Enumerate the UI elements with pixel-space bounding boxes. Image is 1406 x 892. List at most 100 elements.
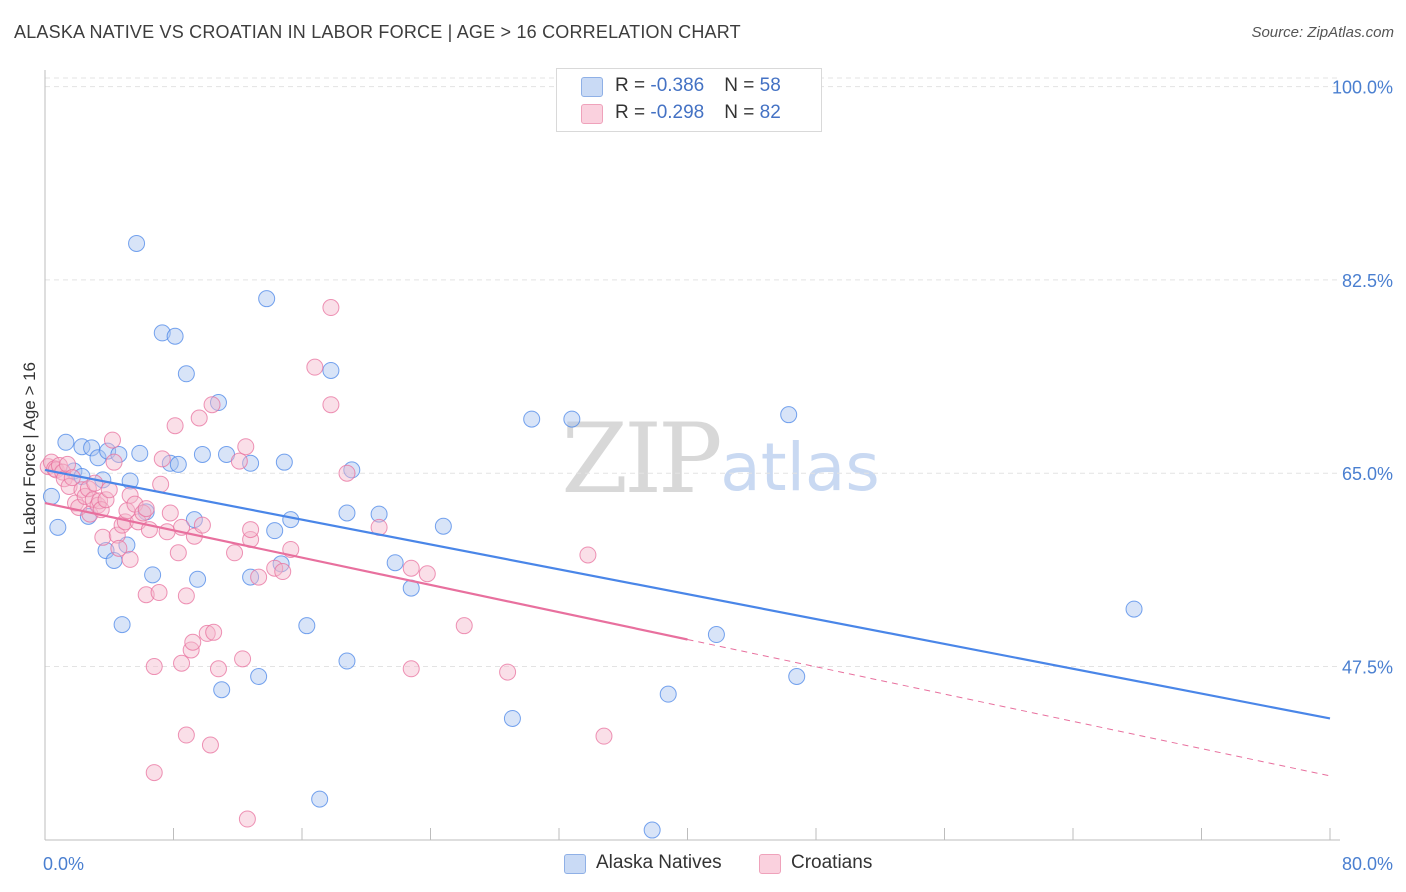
point-croatians [108,526,126,544]
legend-swatch-croatians [759,854,781,874]
point-alaska-natives [338,504,356,522]
point-alaska-natives [99,442,117,460]
point-alaska-natives [242,454,260,472]
point-alaska-natives [386,554,404,572]
point-alaska-natives [42,487,60,505]
point-croatians [137,500,155,518]
point-croatians [234,650,252,668]
point-croatians [153,450,171,468]
point-croatians [209,660,227,678]
point-croatians [110,539,128,557]
point-croatians [150,584,168,602]
point-croatians [402,660,420,678]
point-croatians [173,654,191,672]
point-alaska-natives [193,445,211,463]
point-croatians [177,726,195,744]
point-croatians [226,544,244,562]
point-croatians [94,528,112,546]
point-croatians [338,464,356,482]
point-alaska-natives [166,327,184,345]
point-croatians [237,438,255,456]
point-alaska-natives [177,365,195,383]
legend-swatch-alaska-natives [564,854,586,874]
point-alaska-natives [434,517,452,535]
point-croatians [169,544,187,562]
point-alaska-natives [643,821,661,839]
point-alaska-natives [788,667,806,685]
point-croatians [137,586,155,604]
point-croatians [418,565,436,583]
point-alaska-natives [1125,600,1143,618]
point-alaska-natives [258,290,276,308]
point-croatians [322,396,340,414]
point-croatians [230,452,248,470]
point-alaska-natives [298,617,316,635]
y-tick-label: 82.5% [1342,271,1393,291]
point-croatians [205,623,223,641]
point-croatians [198,624,216,642]
x-tick-label: 0.0% [43,854,84,874]
point-croatians [455,617,473,635]
point-croatians [499,663,517,681]
trend-line-croatians [44,501,688,641]
point-alaska-natives [523,410,541,428]
point-croatians [91,492,109,510]
y-tick-label: 47.5% [1342,658,1393,678]
point-alaska-natives [89,449,107,467]
y-tick-label: 65.0% [1342,464,1393,484]
x-tick-label: 80.0% [1342,854,1393,874]
point-alaska-natives [83,439,101,457]
point-alaska-natives [266,522,284,540]
point-alaska-natives [250,667,268,685]
point-croatians [105,453,123,471]
point-alaska-natives [128,234,146,252]
point-croatians [322,299,340,317]
point-alaska-natives [659,685,677,703]
point-croatians [152,475,170,493]
legend-label-alaska-natives: Alaska Natives [596,852,722,873]
point-alaska-natives [311,790,329,808]
point-croatians [203,396,221,414]
point-alaska-natives [213,681,231,699]
stats-box: R = -0.386 N = 58 R = -0.298 N = 82 [556,68,822,132]
point-alaska-natives [57,433,75,451]
point-croatians [158,523,176,541]
stats-text-croatians: R = -0.298 N = 82 [615,102,781,123]
point-alaska-natives [780,406,798,424]
point-croatians [121,550,139,568]
point-croatians [58,455,76,473]
stats-text-alaska-natives: R = -0.386 N = 58 [615,75,781,96]
point-alaska-natives [275,453,293,471]
stats-swatch-alaska-natives [581,77,603,97]
point-croatians [402,559,420,577]
point-croatians [145,764,163,782]
y-axis-label: In Labor Force | Age > 16 [20,362,39,554]
point-alaska-natives [189,570,207,588]
point-croatians [145,658,163,676]
watermark-atlas: atlas [720,429,880,506]
point-alaska-natives [563,410,581,428]
point-alaska-natives [503,709,521,727]
point-croatians [595,727,613,745]
point-croatians [274,563,292,581]
legend-label-croatians: Croatians [791,852,873,873]
point-croatians [97,491,115,509]
point-croatians [193,516,211,534]
chart-source: Source: ZipAtlas.com [1251,24,1394,41]
point-alaska-natives [343,461,361,479]
point-croatians [250,568,268,586]
point-croatians [242,521,260,539]
point-alaska-natives [707,626,725,644]
point-alaska-natives [370,505,388,523]
point-croatians [579,546,597,564]
stats-swatch-croatians [581,104,603,124]
point-alaska-natives [49,518,67,536]
point-alaska-natives [144,566,162,584]
point-croatians [166,417,184,435]
watermark-zip: ZIP [561,403,720,515]
point-alaska-natives [338,652,356,670]
point-croatians [201,736,219,754]
point-alaska-natives [131,444,149,462]
point-alaska-natives [153,324,171,342]
